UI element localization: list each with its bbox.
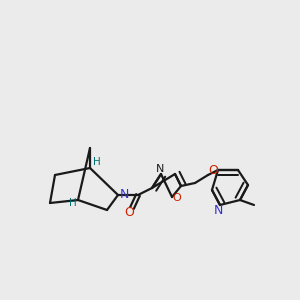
Text: N: N [120,188,129,202]
Text: N: N [156,164,164,174]
Text: H: H [69,198,77,208]
Text: O: O [124,206,134,220]
Text: N: N [213,203,223,217]
Text: H: H [93,157,101,167]
Text: O: O [172,193,182,203]
Text: O: O [208,164,218,178]
